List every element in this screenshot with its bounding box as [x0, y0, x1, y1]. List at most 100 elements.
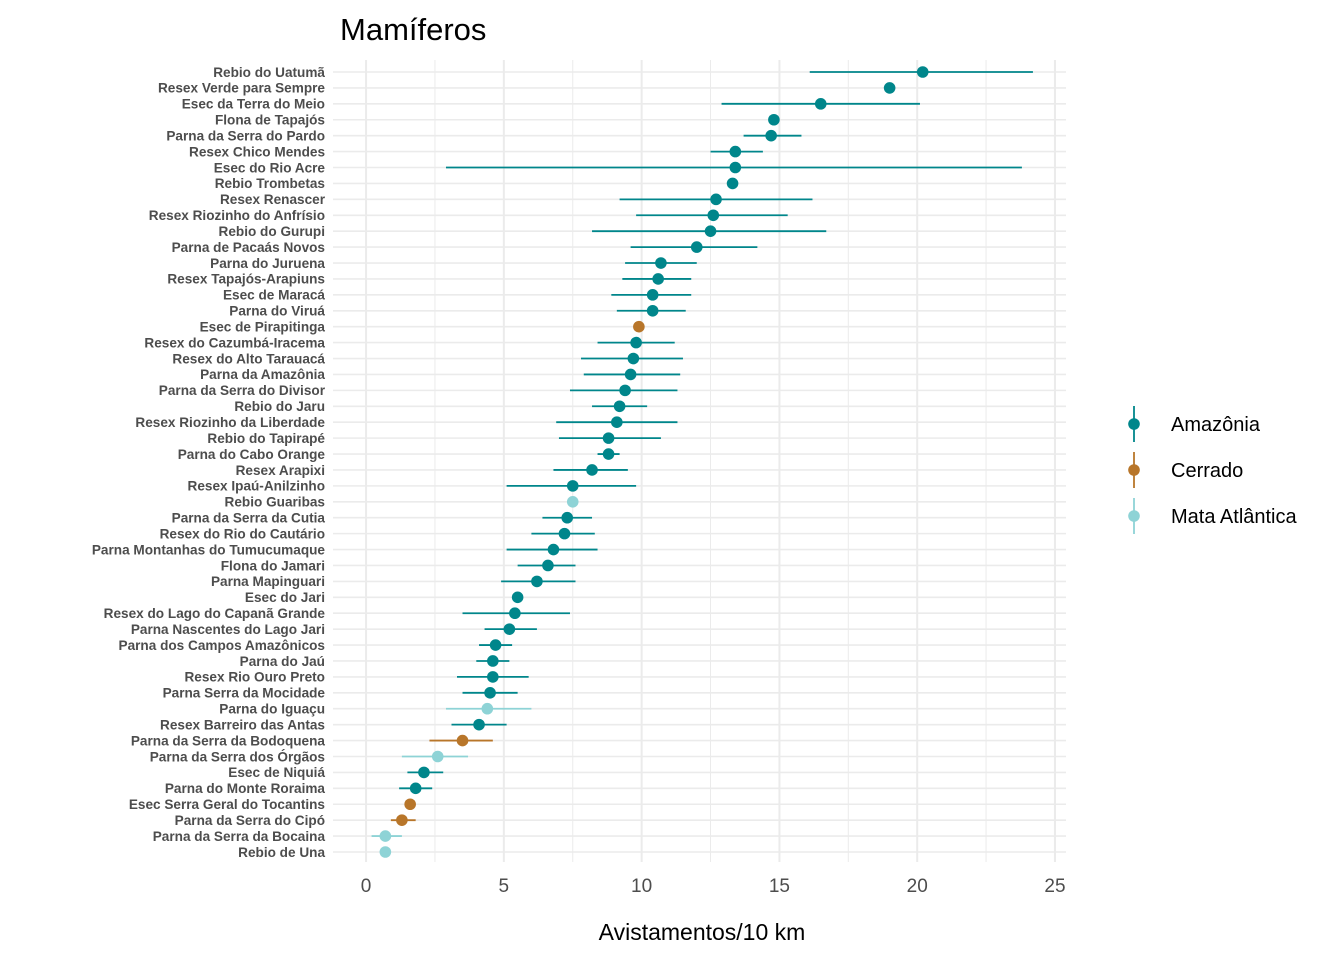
- category-label: Rebio do Gurupi: [219, 224, 325, 239]
- data-point: [531, 575, 543, 588]
- category-label: Esec do Jari: [245, 590, 325, 605]
- category-label: Flona do Jamari: [221, 558, 325, 573]
- data-point: [487, 655, 499, 667]
- category-label: Parna da Serra da Bodoquena: [131, 733, 326, 748]
- category-label: Parna da Serra da Cutia: [172, 511, 326, 526]
- data-point: [484, 687, 496, 699]
- data-point: [729, 145, 742, 158]
- category-label: Parna da Serra dos Órgãos: [150, 749, 325, 764]
- data-point: [602, 448, 615, 460]
- data-point: [883, 82, 896, 94]
- data-point: [707, 209, 720, 222]
- x-axis-label: Avistamentos/10 km: [599, 919, 806, 945]
- x-tick-label: 15: [769, 876, 790, 897]
- data-point: [627, 352, 640, 365]
- data-point: [396, 814, 408, 826]
- data-point: [765, 129, 777, 142]
- x-axis-ticks: 0 5 10 15 20 25: [361, 876, 1066, 897]
- category-label: Esec da Terra do Meio: [182, 97, 325, 112]
- data-point: [690, 241, 703, 253]
- category-label: Resex Verde para Sempre: [158, 81, 325, 96]
- category-label: Rebio do Uatumã: [213, 65, 325, 80]
- category-label: Resex Ipaú-Anilzinho: [188, 479, 325, 494]
- category-label: Parna da Serra do Pardo: [166, 128, 325, 143]
- data-point: [726, 177, 739, 190]
- data-point: [814, 98, 827, 110]
- x-tick-label: 10: [631, 876, 652, 897]
- category-label: Resex Chico Mendes: [189, 144, 325, 159]
- legend-key-point: [1128, 464, 1140, 476]
- data-point: [602, 432, 615, 444]
- category-label: Esec de Maracá: [223, 288, 325, 303]
- data-point: [710, 193, 722, 206]
- category-label: Rebio de Una: [238, 845, 325, 860]
- data-point: [613, 400, 626, 413]
- category-label: Parna da Serra da Bocaina: [153, 829, 326, 844]
- data-point: [633, 320, 645, 333]
- legend-key-point: [1128, 510, 1140, 522]
- data-point: [503, 623, 516, 635]
- data-point: [619, 384, 631, 397]
- category-label: Esec de Niquiá: [228, 765, 325, 780]
- data-point: [542, 559, 554, 572]
- category-label: Resex Riozinho da Liberdade: [135, 415, 325, 430]
- data-point: [489, 639, 502, 651]
- data-point: [655, 257, 667, 269]
- data-point: [409, 782, 422, 795]
- data-point: [704, 225, 717, 237]
- data-point: [456, 734, 469, 747]
- legend-label: Amazônia: [1171, 414, 1261, 436]
- category-label: Parna do Monte Roraima: [165, 781, 326, 796]
- category-label: Parna Nascentes do Lago Jari: [131, 622, 325, 637]
- x-tick-label: 25: [1044, 876, 1065, 897]
- data-point: [418, 766, 430, 779]
- data-point: [768, 113, 780, 126]
- category-label: Resex do Alto Tarauacá: [172, 351, 325, 366]
- data-point: [404, 798, 416, 811]
- data-point: [646, 289, 659, 301]
- legend-key-point: [1128, 418, 1140, 430]
- legend: Amazônia Cerrado Mata Atlântica: [1128, 406, 1298, 534]
- category-label: Rebio Guaribas: [225, 495, 325, 510]
- data-point: [558, 527, 571, 540]
- category-label: Resex do Rio do Cautário: [160, 526, 325, 541]
- category-label: Resex Arapixi: [236, 463, 325, 478]
- category-label: Parna da Serra do Cipó: [175, 813, 325, 828]
- category-label: Parna do Iguaçu: [219, 702, 325, 717]
- category-label: Parna do Cabo Orange: [178, 447, 326, 462]
- data-point: [561, 511, 574, 524]
- category-label: Resex do Lago do Capanã Grande: [104, 606, 326, 621]
- category-label: Esec do Rio Acre: [214, 160, 326, 175]
- category-label: Rebio do Jaru: [234, 399, 325, 414]
- data-point: [916, 66, 929, 78]
- category-label: Parna Montanhas do Tumucumaque: [92, 542, 326, 557]
- category-label: Parna do Juruena: [210, 256, 325, 271]
- legend-label: Cerrado: [1171, 460, 1243, 482]
- data-point: [379, 830, 392, 842]
- category-label: Resex Barreiro das Antas: [160, 717, 325, 732]
- category-label: Parna da Amazônia: [200, 367, 325, 382]
- category-label: Resex Tapajós-Arapiuns: [167, 272, 325, 287]
- data-point: [547, 543, 560, 556]
- data-point: [379, 846, 392, 858]
- data-point: [566, 480, 579, 492]
- data-point: [481, 702, 494, 715]
- data-point: [511, 591, 524, 604]
- data-point: [624, 368, 637, 381]
- category-label: Flona de Tapajós: [215, 113, 325, 128]
- legend-label: Mata Atlântica: [1171, 506, 1298, 528]
- category-label: Parna do Jaú: [240, 654, 325, 669]
- chart-title: Mamíferos: [340, 12, 486, 47]
- grid-lines: [333, 60, 1066, 862]
- data-point: [729, 161, 742, 174]
- data-point: [646, 304, 659, 317]
- data-series: [371, 66, 1033, 858]
- category-label: Resex Riozinho do Anfrísio: [149, 208, 325, 223]
- category-label: Resex Renascer: [220, 192, 326, 207]
- data-point: [652, 273, 664, 285]
- category-label: Parna Serra da Mocidade: [163, 686, 326, 701]
- data-point: [586, 464, 598, 476]
- data-point: [431, 750, 444, 763]
